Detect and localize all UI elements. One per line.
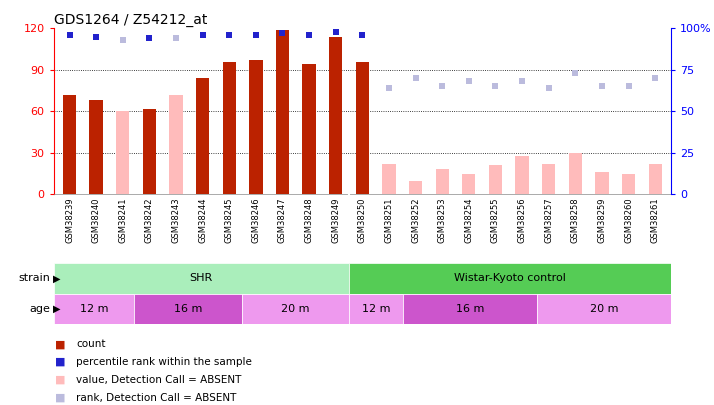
Bar (134, 294, 241, 324)
Text: 16 m: 16 m (174, 304, 202, 314)
Text: age: age (29, 304, 50, 314)
Bar (329, 36, 343, 194)
Text: GSM38240: GSM38240 (91, 198, 101, 243)
Text: GSM38256: GSM38256 (518, 198, 527, 243)
Text: GSM38239: GSM38239 (65, 198, 74, 243)
Text: ■: ■ (56, 393, 66, 403)
Bar (436, 169, 449, 194)
Text: ■: ■ (56, 357, 66, 367)
Text: ▶: ▶ (53, 273, 61, 283)
Bar (143, 109, 156, 194)
Bar (276, 30, 289, 194)
Bar (89, 100, 103, 194)
Text: GSM38257: GSM38257 (544, 198, 553, 243)
Text: GSM38259: GSM38259 (598, 198, 606, 243)
Bar (462, 174, 476, 194)
Bar (568, 153, 582, 194)
Text: GDS1264 / Z54212_at: GDS1264 / Z54212_at (54, 13, 207, 27)
Text: GSM38254: GSM38254 (464, 198, 473, 243)
Bar (489, 165, 502, 194)
Text: GSM38249: GSM38249 (331, 198, 341, 243)
Text: 20 m: 20 m (281, 304, 309, 314)
Text: GSM38253: GSM38253 (438, 198, 447, 243)
Bar (516, 156, 529, 194)
Bar (169, 95, 183, 194)
Text: GSM38245: GSM38245 (225, 198, 233, 243)
Bar (349, 263, 671, 294)
Bar (196, 78, 209, 194)
Bar (403, 294, 537, 324)
Bar (249, 60, 263, 194)
Text: GSM38246: GSM38246 (251, 198, 261, 243)
Text: 12 m: 12 m (361, 304, 390, 314)
Text: percentile rank within the sample: percentile rank within the sample (76, 357, 252, 367)
Text: strain: strain (18, 273, 50, 283)
Text: ■: ■ (56, 375, 66, 385)
Bar (116, 111, 129, 194)
Text: count: count (76, 339, 106, 349)
Bar (54, 294, 134, 324)
Text: GSM38244: GSM38244 (198, 198, 207, 243)
Text: GSM38261: GSM38261 (650, 198, 660, 243)
Text: Wistar-Kyoto control: Wistar-Kyoto control (454, 273, 566, 283)
Bar (241, 294, 349, 324)
Text: ▶: ▶ (53, 304, 61, 314)
Text: rank, Detection Call = ABSENT: rank, Detection Call = ABSENT (76, 393, 237, 403)
Bar (349, 294, 403, 324)
Text: GSM38252: GSM38252 (411, 198, 420, 243)
Text: 12 m: 12 m (79, 304, 108, 314)
Bar (622, 174, 635, 194)
Text: GSM38251: GSM38251 (384, 198, 393, 243)
Text: GSM38243: GSM38243 (171, 198, 181, 243)
Text: GSM38260: GSM38260 (624, 198, 633, 243)
Bar (409, 181, 422, 194)
Text: 20 m: 20 m (590, 304, 618, 314)
Bar (537, 294, 671, 324)
Bar (382, 164, 396, 194)
Text: 16 m: 16 m (456, 304, 484, 314)
Text: SHR: SHR (190, 273, 213, 283)
Text: value, Detection Call = ABSENT: value, Detection Call = ABSENT (76, 375, 242, 385)
Bar (356, 62, 369, 194)
Text: ■: ■ (56, 339, 66, 349)
Text: GSM38242: GSM38242 (145, 198, 154, 243)
Text: GSM38248: GSM38248 (305, 198, 313, 243)
Bar (303, 64, 316, 194)
Bar (648, 164, 662, 194)
Text: GSM38258: GSM38258 (570, 198, 580, 243)
Bar (223, 62, 236, 194)
Bar (542, 164, 555, 194)
Bar (595, 172, 608, 194)
Text: GSM38255: GSM38255 (491, 198, 500, 243)
Text: GSM38250: GSM38250 (358, 198, 367, 243)
Bar (63, 95, 76, 194)
Text: GSM38241: GSM38241 (119, 198, 127, 243)
Bar (54, 263, 349, 294)
Text: GSM38247: GSM38247 (278, 198, 287, 243)
